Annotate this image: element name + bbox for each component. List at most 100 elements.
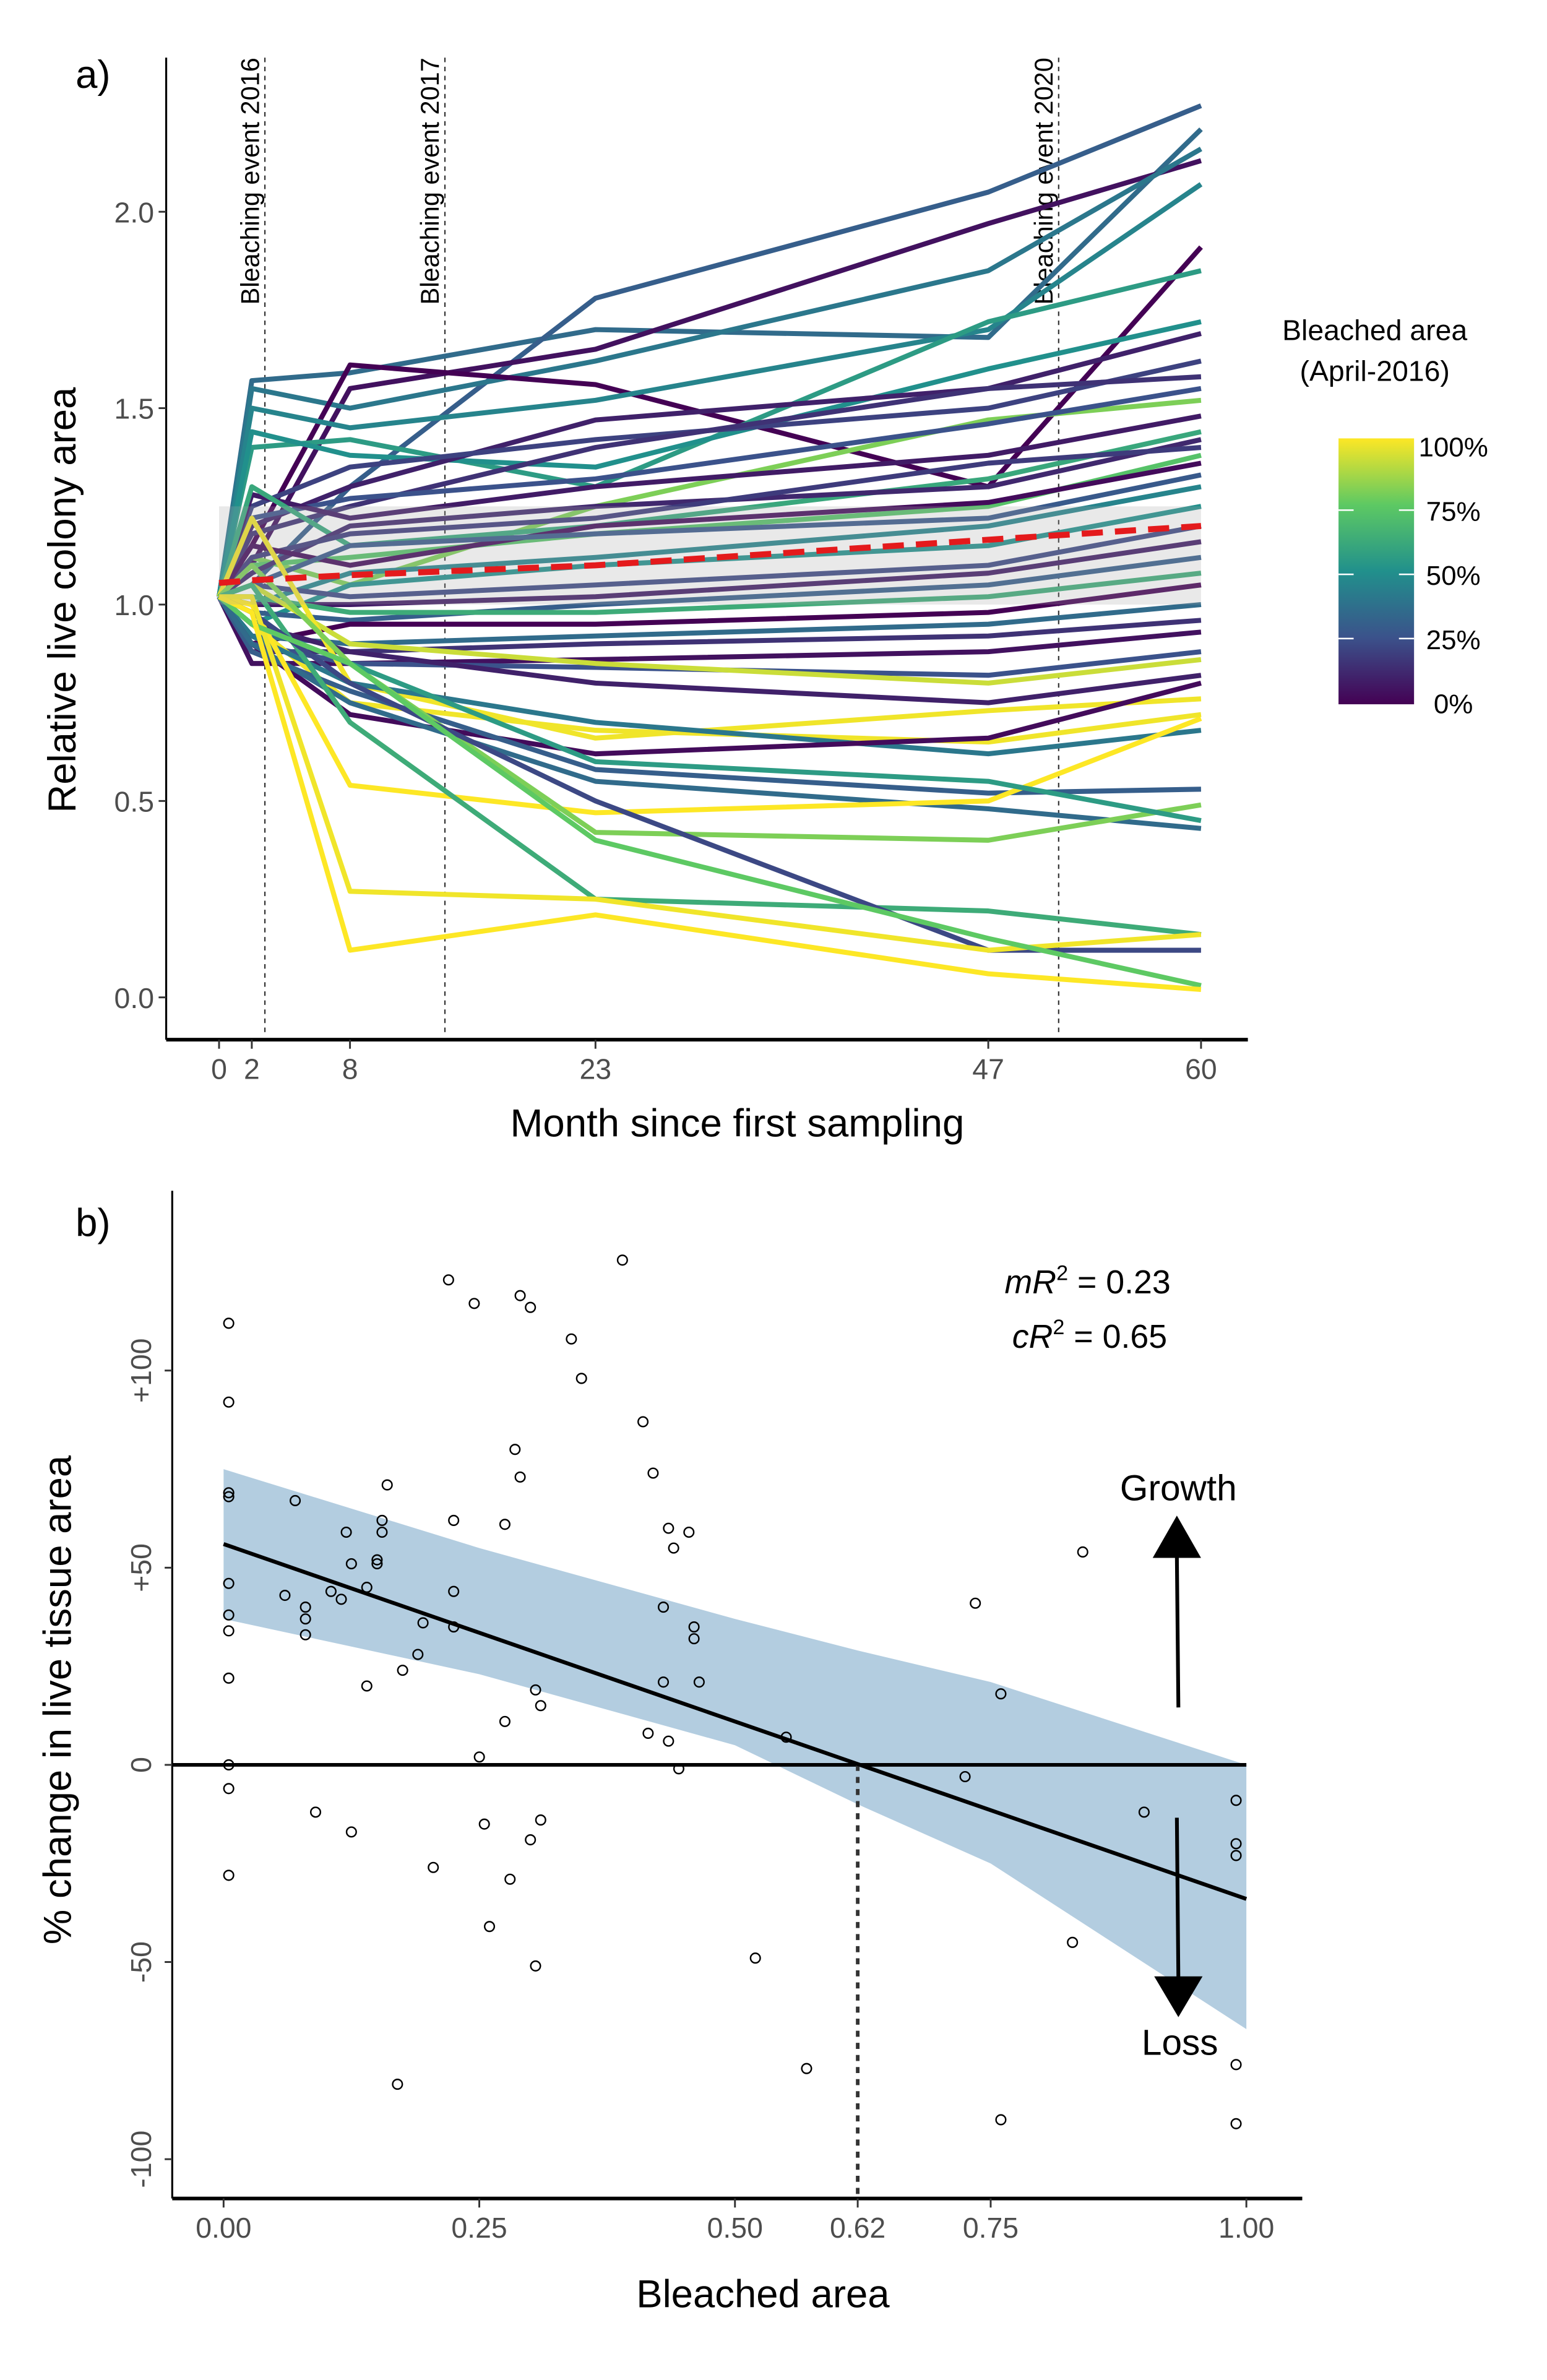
scatter-point — [361, 1680, 373, 1692]
colorbar-label: 0% — [1434, 689, 1473, 720]
scatter-point — [345, 1558, 357, 1570]
scatter-point — [995, 2114, 1007, 2126]
x-tick-label: 47 — [972, 1053, 1004, 1085]
y-tick-label: +50 — [125, 1543, 157, 1592]
scatter-point — [657, 1602, 670, 1613]
scatter-point — [483, 1921, 496, 1933]
scatter-point — [535, 1700, 546, 1712]
colony-line — [218, 594, 1202, 993]
colony-line — [217, 460, 1202, 598]
scatter-point — [616, 1254, 628, 1266]
panel-a-label: a) — [75, 53, 110, 97]
x-tick-label: 0.50 — [707, 2212, 763, 2244]
y-axis-title: % change in live tissue area — [37, 1455, 80, 1944]
scatter-point — [1230, 2059, 1242, 2071]
x-tick-label: 8 — [342, 1053, 358, 1085]
colorbar-ticks: 100% 75% 50% 25% 0% — [1338, 433, 1488, 720]
event-label: Bleaching event 2020 — [1029, 58, 1058, 304]
cr2-prefix: cR — [1012, 1318, 1053, 1355]
scatter-point — [1230, 1838, 1242, 1850]
scatter-point — [417, 1617, 429, 1629]
x-tick-label: 0 — [211, 1053, 227, 1085]
scatter-point — [361, 1582, 373, 1593]
scatter-point — [642, 1727, 654, 1739]
panel-a: a) Bleaching event 2016 Bleaching event 2… — [41, 53, 1488, 1145]
scatter-point — [514, 1471, 526, 1483]
colony-line — [217, 445, 1202, 598]
scatter-point — [959, 1770, 971, 1783]
scatter-point — [683, 1526, 695, 1538]
mr2-superscript: 2 — [1056, 1261, 1068, 1285]
y-tick-label: 0.5 — [114, 785, 154, 817]
scatter-point — [279, 1589, 291, 1602]
colony-line — [217, 563, 1202, 843]
scatter-point — [688, 1633, 700, 1645]
scatter-point — [801, 2063, 812, 2074]
scatter-point — [223, 1396, 235, 1408]
colony-line — [217, 595, 1202, 666]
colorbar-legend: Bleached area (April-2016) 100% 75% 50% 25%… — [1282, 314, 1488, 720]
scatter-point — [478, 1818, 490, 1830]
scatter-point — [468, 1298, 480, 1309]
scatter-point — [535, 1814, 546, 1826]
scatter-point — [345, 1826, 357, 1838]
loss-arrow-icon — [1154, 1817, 1203, 2017]
colony-line — [217, 182, 1203, 597]
scatter-point — [499, 1519, 511, 1530]
scatter-point — [376, 1526, 388, 1538]
trend-line — [218, 523, 1202, 586]
scatter-point — [663, 1735, 674, 1747]
x-tick-label: 60 — [1185, 1053, 1217, 1085]
scatter-point — [657, 1676, 670, 1688]
scatter-point — [299, 1629, 311, 1641]
scatter-point — [448, 1621, 460, 1633]
scatter-point — [1138, 1806, 1150, 1818]
colorbar — [1338, 438, 1415, 705]
event-label: Bleaching event 2017 — [415, 58, 444, 304]
mr2-prefix: mR — [1005, 1264, 1057, 1301]
scatter-point — [371, 1554, 383, 1566]
scatter-point — [371, 1558, 383, 1570]
colony-line — [217, 147, 1202, 597]
colony-lines — [217, 103, 1203, 993]
scatter-point — [223, 1317, 235, 1329]
y-tick-label: 1.0 — [114, 589, 154, 621]
panel-b-label: b) — [75, 1201, 110, 1244]
cr2-annotation: cR2 = 0.65 — [1012, 1316, 1167, 1355]
x-tick-label: 0.62 — [830, 2212, 886, 2244]
mr2-annotation: mR2 = 0.23 — [1005, 1261, 1171, 1301]
colony-line — [217, 429, 1202, 598]
scatter-point — [509, 1444, 521, 1455]
scatter-point — [428, 1861, 439, 1873]
loss-label: Loss — [1142, 2023, 1218, 2063]
scatter-point — [575, 1373, 587, 1384]
scatter-point — [223, 1577, 235, 1589]
scatter-point — [668, 1542, 679, 1554]
scatter-point — [223, 1759, 235, 1770]
scatter-point — [637, 1416, 649, 1428]
scatter-point — [1077, 1546, 1088, 1558]
scatter-point — [448, 1585, 460, 1597]
x-tick-label: 0.25 — [451, 2212, 507, 2244]
scatter-point — [412, 1649, 424, 1660]
regression-line — [223, 1542, 1248, 1901]
colorbar-label: 50% — [1426, 561, 1481, 591]
scatter-point — [1067, 1936, 1079, 1948]
scatter-point — [299, 1613, 311, 1625]
legend-title-line2: (April-2016) — [1300, 355, 1450, 387]
scatter-point — [530, 1960, 541, 1972]
x-axis-title: Bleached area — [636, 2272, 890, 2316]
scatter-point — [647, 1467, 659, 1479]
scatter-point — [995, 1688, 1007, 1700]
scatter-point — [749, 1952, 761, 1964]
scatter-point — [392, 2079, 403, 2090]
colorbar-label: 25% — [1426, 625, 1481, 655]
scatter-point — [504, 1873, 516, 1885]
x-tick-label: 2 — [244, 1053, 260, 1085]
scatter-point — [473, 1751, 485, 1763]
colorbar-label: 75% — [1426, 496, 1481, 527]
scatter-point — [525, 1301, 536, 1313]
scatter-point — [780, 1731, 792, 1743]
scatter-point — [223, 1491, 235, 1503]
